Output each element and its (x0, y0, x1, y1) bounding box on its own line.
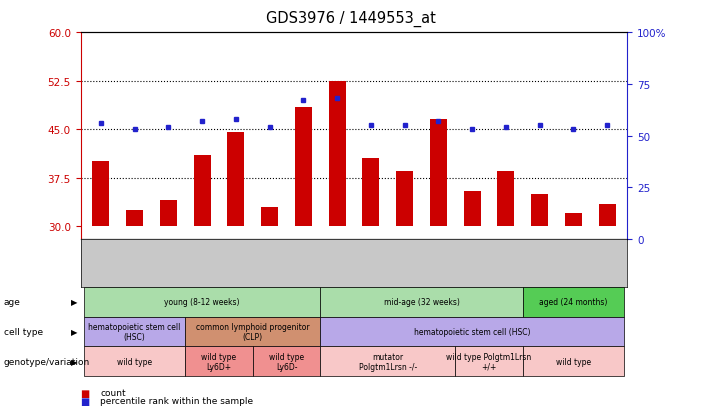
Text: mutator
Polgtm1Lrsn -/-: mutator Polgtm1Lrsn -/- (359, 352, 417, 371)
Text: ▶: ▶ (71, 357, 77, 366)
Text: wild type: wild type (556, 357, 591, 366)
Text: age: age (4, 297, 20, 306)
Bar (160, 201, 177, 227)
Bar (531, 195, 548, 227)
Bar (498, 172, 515, 227)
Text: ▶: ▶ (71, 297, 77, 306)
Text: hematopoietic stem cell
(HSC): hematopoietic stem cell (HSC) (88, 322, 181, 341)
Text: percentile rank within the sample: percentile rank within the sample (100, 396, 253, 406)
Bar (193, 156, 210, 227)
Bar (430, 120, 447, 227)
Text: ■: ■ (81, 388, 90, 398)
Text: wild type
Ly6D-: wild type Ly6D- (269, 352, 304, 371)
Bar (396, 172, 413, 227)
Text: ■: ■ (81, 396, 90, 406)
Bar (329, 81, 346, 227)
Text: genotype/variation: genotype/variation (4, 357, 90, 366)
Text: wild type Polgtm1Lrsn
+/+: wild type Polgtm1Lrsn +/+ (447, 352, 531, 371)
Bar (126, 211, 143, 227)
Bar (463, 191, 481, 227)
Bar (227, 133, 245, 227)
Bar (599, 204, 615, 227)
Bar (362, 159, 379, 227)
Bar (565, 214, 582, 227)
Text: young (8-12 weeks): young (8-12 weeks) (164, 297, 240, 306)
Text: wild type
Ly6D+: wild type Ly6D+ (201, 352, 236, 371)
Bar (261, 207, 278, 227)
Text: cell type: cell type (4, 327, 43, 336)
Bar (93, 162, 109, 227)
Text: ▶: ▶ (71, 327, 77, 336)
Text: aged (24 months): aged (24 months) (539, 297, 608, 306)
Text: GDS3976 / 1449553_at: GDS3976 / 1449553_at (266, 10, 435, 26)
Text: hematopoietic stem cell (HSC): hematopoietic stem cell (HSC) (414, 327, 531, 336)
Text: count: count (100, 388, 126, 397)
Bar (295, 107, 312, 227)
Text: mid-age (32 weeks): mid-age (32 weeks) (383, 297, 459, 306)
Text: common lymphoid progenitor
(CLP): common lymphoid progenitor (CLP) (196, 322, 310, 341)
Text: wild type: wild type (117, 357, 152, 366)
